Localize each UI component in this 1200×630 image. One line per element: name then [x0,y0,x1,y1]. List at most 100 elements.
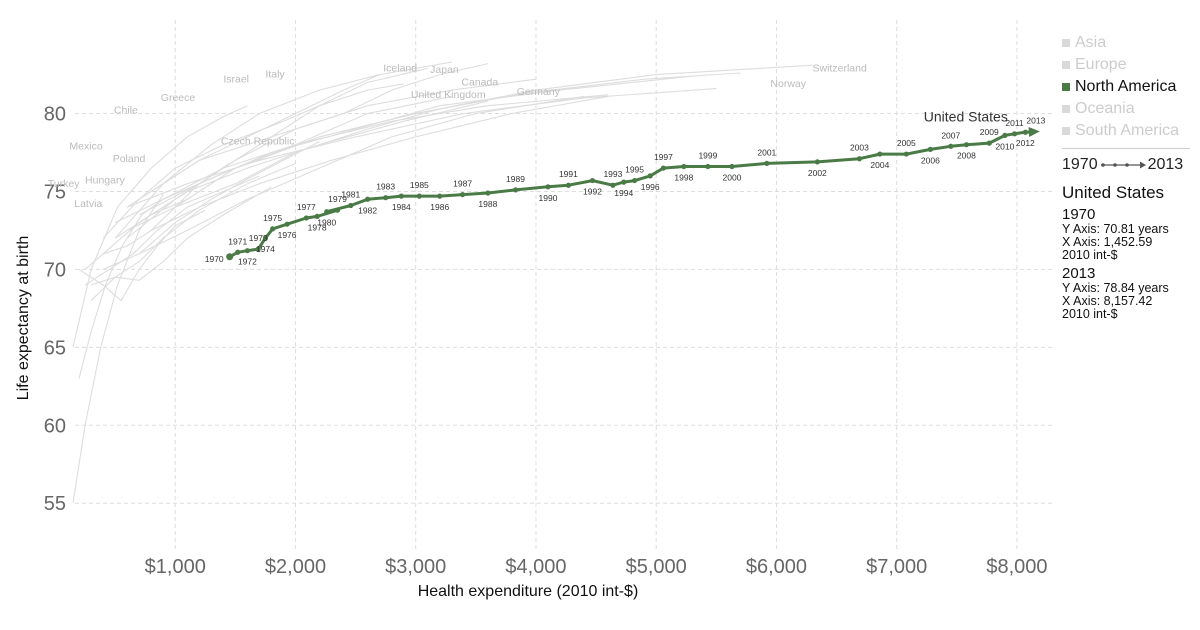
info-start-year: 1970 [1062,206,1096,223]
data-point[interactable] [545,184,551,190]
y-tick-label: 70 [44,259,66,281]
data-point[interactable] [270,226,276,232]
year-label: 2012 [1016,138,1035,148]
data-point[interactable] [986,140,992,146]
legend-item-north-america[interactable]: North America [1062,76,1198,98]
background-line [162,72,741,200]
year-label: 1986 [430,202,449,212]
data-point[interactable] [365,196,371,202]
data-point[interactable] [631,177,638,184]
background-line [126,88,717,208]
data-point[interactable] [1011,131,1018,137]
data-point[interactable] [262,235,269,241]
data-point[interactable] [324,209,330,215]
year-label: 2013 [1026,116,1045,126]
data-point[interactable] [903,151,909,157]
data-point[interactable] [1002,132,1008,138]
legend-item-oceania[interactable]: Oceania [1062,98,1198,120]
year-label: 2002 [808,168,827,178]
country-label: Canada [461,76,498,88]
legend-item-europe[interactable]: Europe [1062,54,1198,76]
data-point[interactable] [1022,129,1028,135]
year-label: 2011 [1005,118,1024,128]
country-label: Switzerland [813,62,867,74]
data-point[interactable] [235,249,241,255]
country-label: Latvia [74,198,102,210]
legend-swatch [1062,127,1070,135]
data-point[interactable] [963,142,970,148]
year-label: 1995 [625,165,644,175]
y-tick-label: 75 [44,181,66,203]
legend-swatch [1062,39,1070,47]
data-point[interactable] [348,202,354,209]
info-end-unit: 2010 int-$ [1062,307,1118,321]
year-label: 1994 [614,188,633,198]
data-point[interactable] [610,182,616,188]
data-point[interactable] [856,156,863,162]
data-point[interactable] [416,193,422,199]
year-label: 1990 [539,193,558,203]
data-point[interactable] [284,221,290,227]
data-point[interactable] [460,191,466,198]
x-axis-ticks: $1,000 $2,000 $3,000 $4,000 $5,000 $6,000 $7,0… [145,556,1048,578]
year-label: 1998 [674,173,693,183]
end-arrow [1028,127,1040,138]
data-point[interactable] [764,160,770,167]
data-point[interactable] [314,213,320,220]
data-point[interactable] [437,193,443,199]
x-tick-label: $4,000 [505,556,566,578]
data-point[interactable] [705,163,711,170]
data-point[interactable] [660,165,667,171]
x-tick-label: $8,000 [986,556,1047,578]
legend-item-south-america[interactable]: South America [1062,120,1198,142]
legend-swatch [1062,83,1070,91]
data-point[interactable] [244,248,250,254]
data-point[interactable] [589,177,596,184]
legend: Asia Europe North America Oceania South … [1062,32,1198,321]
data-point[interactable] [729,163,735,170]
country-label: Israel [223,73,249,85]
year-label: 2007 [941,130,960,140]
data-point[interactable] [398,193,404,199]
country-label: Norway [770,78,806,90]
data-point[interactable] [512,187,519,193]
data-point[interactable] [485,190,491,196]
data-point[interactable] [948,143,954,149]
year-label: 2004 [870,160,889,170]
legend-label: Europe [1075,56,1127,73]
country-label: United Kingdom [411,89,486,101]
data-point[interactable] [565,182,572,188]
data-point[interactable] [877,151,883,157]
legend-item-asia[interactable]: Asia [1062,32,1198,54]
data-point[interactable] [226,253,234,261]
data-point[interactable] [927,146,933,152]
data-point[interactable] [647,173,653,179]
data-point[interactable] [681,163,687,170]
legend-swatch [1062,61,1070,69]
background-line [90,162,296,301]
year-label: 1988 [478,199,497,209]
data-point[interactable] [255,246,261,252]
year-label: 1997 [654,152,673,162]
year-label: 1984 [392,202,411,212]
year-label: 1992 [583,187,602,197]
data-point[interactable] [334,207,341,213]
x-tick-label: $5,000 [626,556,687,578]
y-axis-ticks: 55 60 65 70 75 80 [44,104,66,516]
data-point[interactable] [621,179,627,185]
year-label: 1971 [228,236,247,246]
y-tick-label: 80 [44,104,66,126]
range-end: 2013 [1147,156,1184,173]
data-point[interactable] [303,215,309,221]
background-line [72,194,164,504]
year-label: 1975 [263,213,282,223]
data-point[interactable] [814,159,820,165]
year-label: 1982 [358,205,377,215]
x-tick-label: $1,000 [145,556,206,578]
country-label: Iceland [383,62,417,74]
data-point[interactable] [383,195,389,201]
info-end-y: Y Axis: 78.84 years [1062,281,1169,295]
background-line [150,95,609,231]
